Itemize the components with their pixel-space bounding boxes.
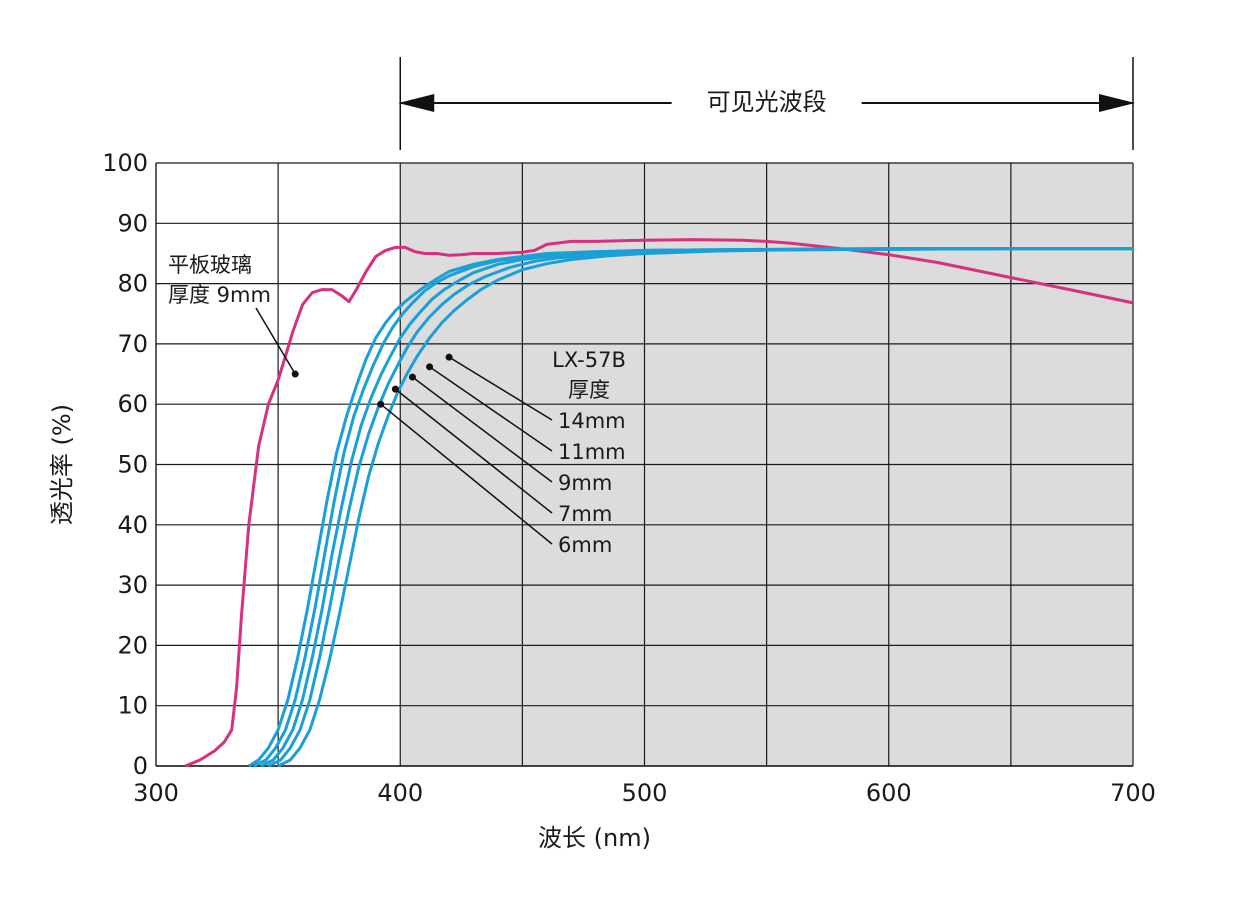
y-tick-label: 90 [117, 209, 148, 237]
y-tick-label: 60 [117, 390, 148, 418]
visible-band-label: 可见光波段 [707, 88, 827, 116]
lx-leader-dot [445, 353, 453, 361]
lx-leader-dot [408, 373, 416, 381]
series [184, 238, 1134, 768]
y-tick-label: 70 [117, 330, 148, 358]
y-tick-label: 10 [117, 692, 148, 720]
series-glass-line [184, 238, 1134, 768]
glass-label-line2: 厚度 9mm [168, 283, 271, 307]
series-lx57b-14mm-line [277, 247, 1133, 768]
lx-thickness-label: 11mm [558, 440, 626, 464]
glass-leader-line [255, 307, 296, 375]
lx-thickness-label: 9mm [558, 471, 612, 495]
lx-leader-dot [426, 363, 434, 371]
x-axis-title: 波长 (nm) [538, 824, 651, 852]
lx-leader-line [380, 403, 553, 545]
lx-thickness-label: 14mm [558, 409, 626, 433]
y-tick-label: 20 [117, 631, 148, 659]
lx57b-thickness-label: 厚度 [568, 378, 610, 402]
axis-ticks: 0 10 20 30 40 50 60 70 80 90 100 300 400 500 600 700 [102, 149, 1156, 807]
glass-label-line1: 平板玻璃 [168, 253, 252, 277]
x-tick-label: 700 [1110, 779, 1156, 807]
x-tick-label: 500 [622, 779, 668, 807]
lx-leader-line [429, 366, 553, 452]
y-tick-label: 30 [117, 571, 148, 599]
y-tick-label: 80 [117, 270, 148, 298]
annotations: 14mm 11mm 9mm 7mm 6mm [255, 307, 626, 557]
glass-leader-dot [291, 370, 299, 378]
x-tick-label: 600 [866, 779, 912, 807]
y-tick-label: 100 [102, 149, 148, 177]
x-tick-label: 400 [377, 779, 423, 807]
y-axis-title: 透光率 (%) [48, 404, 76, 525]
lx-leader-dot [391, 385, 399, 393]
lx-thickness-label: 7mm [558, 502, 612, 526]
lx-leader-line [394, 388, 553, 514]
x-tick-label: 300 [133, 779, 179, 807]
visible-band-annotation: 可见光波段 [398, 57, 1135, 150]
y-tick-label: 40 [117, 511, 148, 539]
grid [155, 162, 1134, 767]
lx-leader-line [448, 356, 553, 421]
lx57b-label: LX-57B [552, 348, 626, 372]
lx-leader-line [412, 376, 553, 483]
y-tick-label: 0 [133, 752, 148, 780]
lx-thickness-label: 6mm [558, 533, 612, 557]
lx-leader-dot [377, 400, 385, 408]
y-tick-label: 50 [117, 451, 148, 479]
